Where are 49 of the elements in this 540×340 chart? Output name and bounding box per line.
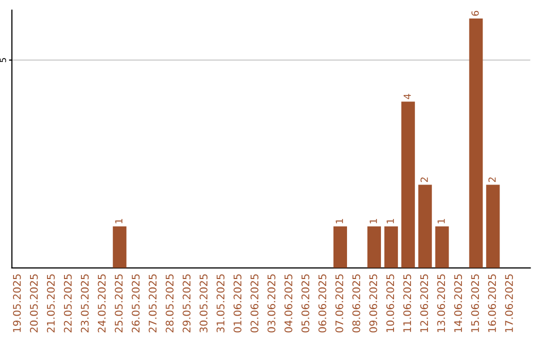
x-tick-label: 10.06.2025 bbox=[386, 274, 394, 332]
x-tick-label: 07.06.2025 bbox=[335, 274, 344, 332]
data-label: 4 bbox=[404, 94, 411, 100]
bar bbox=[112, 226, 126, 268]
x-tick-label: 05.06.2025 bbox=[301, 274, 310, 332]
x-tick-label: 15.06.2025 bbox=[471, 274, 479, 332]
bar bbox=[367, 226, 381, 268]
data-label: 6 bbox=[471, 10, 479, 16]
x-tick-label: 26.05.2025 bbox=[132, 274, 140, 332]
x-tick-label: 13.06.2025 bbox=[437, 274, 446, 332]
x-tick-label: 31.05.2025 bbox=[216, 274, 224, 332]
bar bbox=[486, 184, 500, 268]
data-label: 1 bbox=[115, 218, 122, 224]
x-tick-label: 22.05.2025 bbox=[64, 274, 72, 332]
x-tick-label: 30.05.2025 bbox=[200, 274, 208, 332]
x-tick-label: 24.05.2025 bbox=[98, 274, 106, 332]
x-tick-label: 16.06.2025 bbox=[488, 274, 496, 332]
x-tick-label: 23.05.2025 bbox=[80, 274, 89, 332]
x-tick-label: 28.05.2025 bbox=[166, 274, 174, 332]
y-tick-label: 5 bbox=[0, 58, 6, 62]
x-tick-label: 04.06.2025 bbox=[284, 274, 292, 332]
x-tick-label: 17.06.2025 bbox=[505, 274, 513, 332]
x-tick-label: 29.05.2025 bbox=[182, 274, 191, 332]
x-tick-label: 06.06.2025 bbox=[318, 274, 326, 332]
x-tick-label: 11.06.2025 bbox=[403, 274, 412, 332]
x-tick-label: 20.05.2025 bbox=[30, 274, 38, 332]
x-tick-label: 02.06.2025 bbox=[250, 274, 258, 332]
x-tick-label: 21.05.2025 bbox=[46, 274, 55, 332]
x-tick-label: 27.05.2025 bbox=[148, 274, 157, 332]
bar bbox=[469, 18, 483, 268]
bar bbox=[384, 226, 398, 268]
bar bbox=[435, 226, 449, 268]
bar bbox=[333, 226, 348, 268]
data-label: 2 bbox=[420, 177, 428, 182]
bar bbox=[418, 184, 432, 268]
bar bbox=[401, 102, 415, 268]
data-label: 1 bbox=[336, 218, 343, 224]
x-tick-label: 19.05.2025 bbox=[12, 274, 21, 332]
x-tick-label: 08.06.2025 bbox=[352, 274, 360, 332]
data-label: 2 bbox=[488, 177, 496, 182]
x-tick-label: 09.06.2025 bbox=[369, 274, 378, 332]
x-tick-label: 12.06.2025 bbox=[420, 274, 428, 332]
data-label: 1 bbox=[386, 218, 394, 224]
data-label: 1 bbox=[370, 218, 377, 224]
data-label: 1 bbox=[438, 218, 445, 224]
x-tick-label: 14.06.2025 bbox=[454, 274, 462, 332]
x-tick-label: 01.06.2025 bbox=[234, 274, 242, 332]
x-tick-label: 25.05.2025 bbox=[114, 274, 123, 332]
x-tick-label: 03.06.2025 bbox=[267, 274, 276, 332]
